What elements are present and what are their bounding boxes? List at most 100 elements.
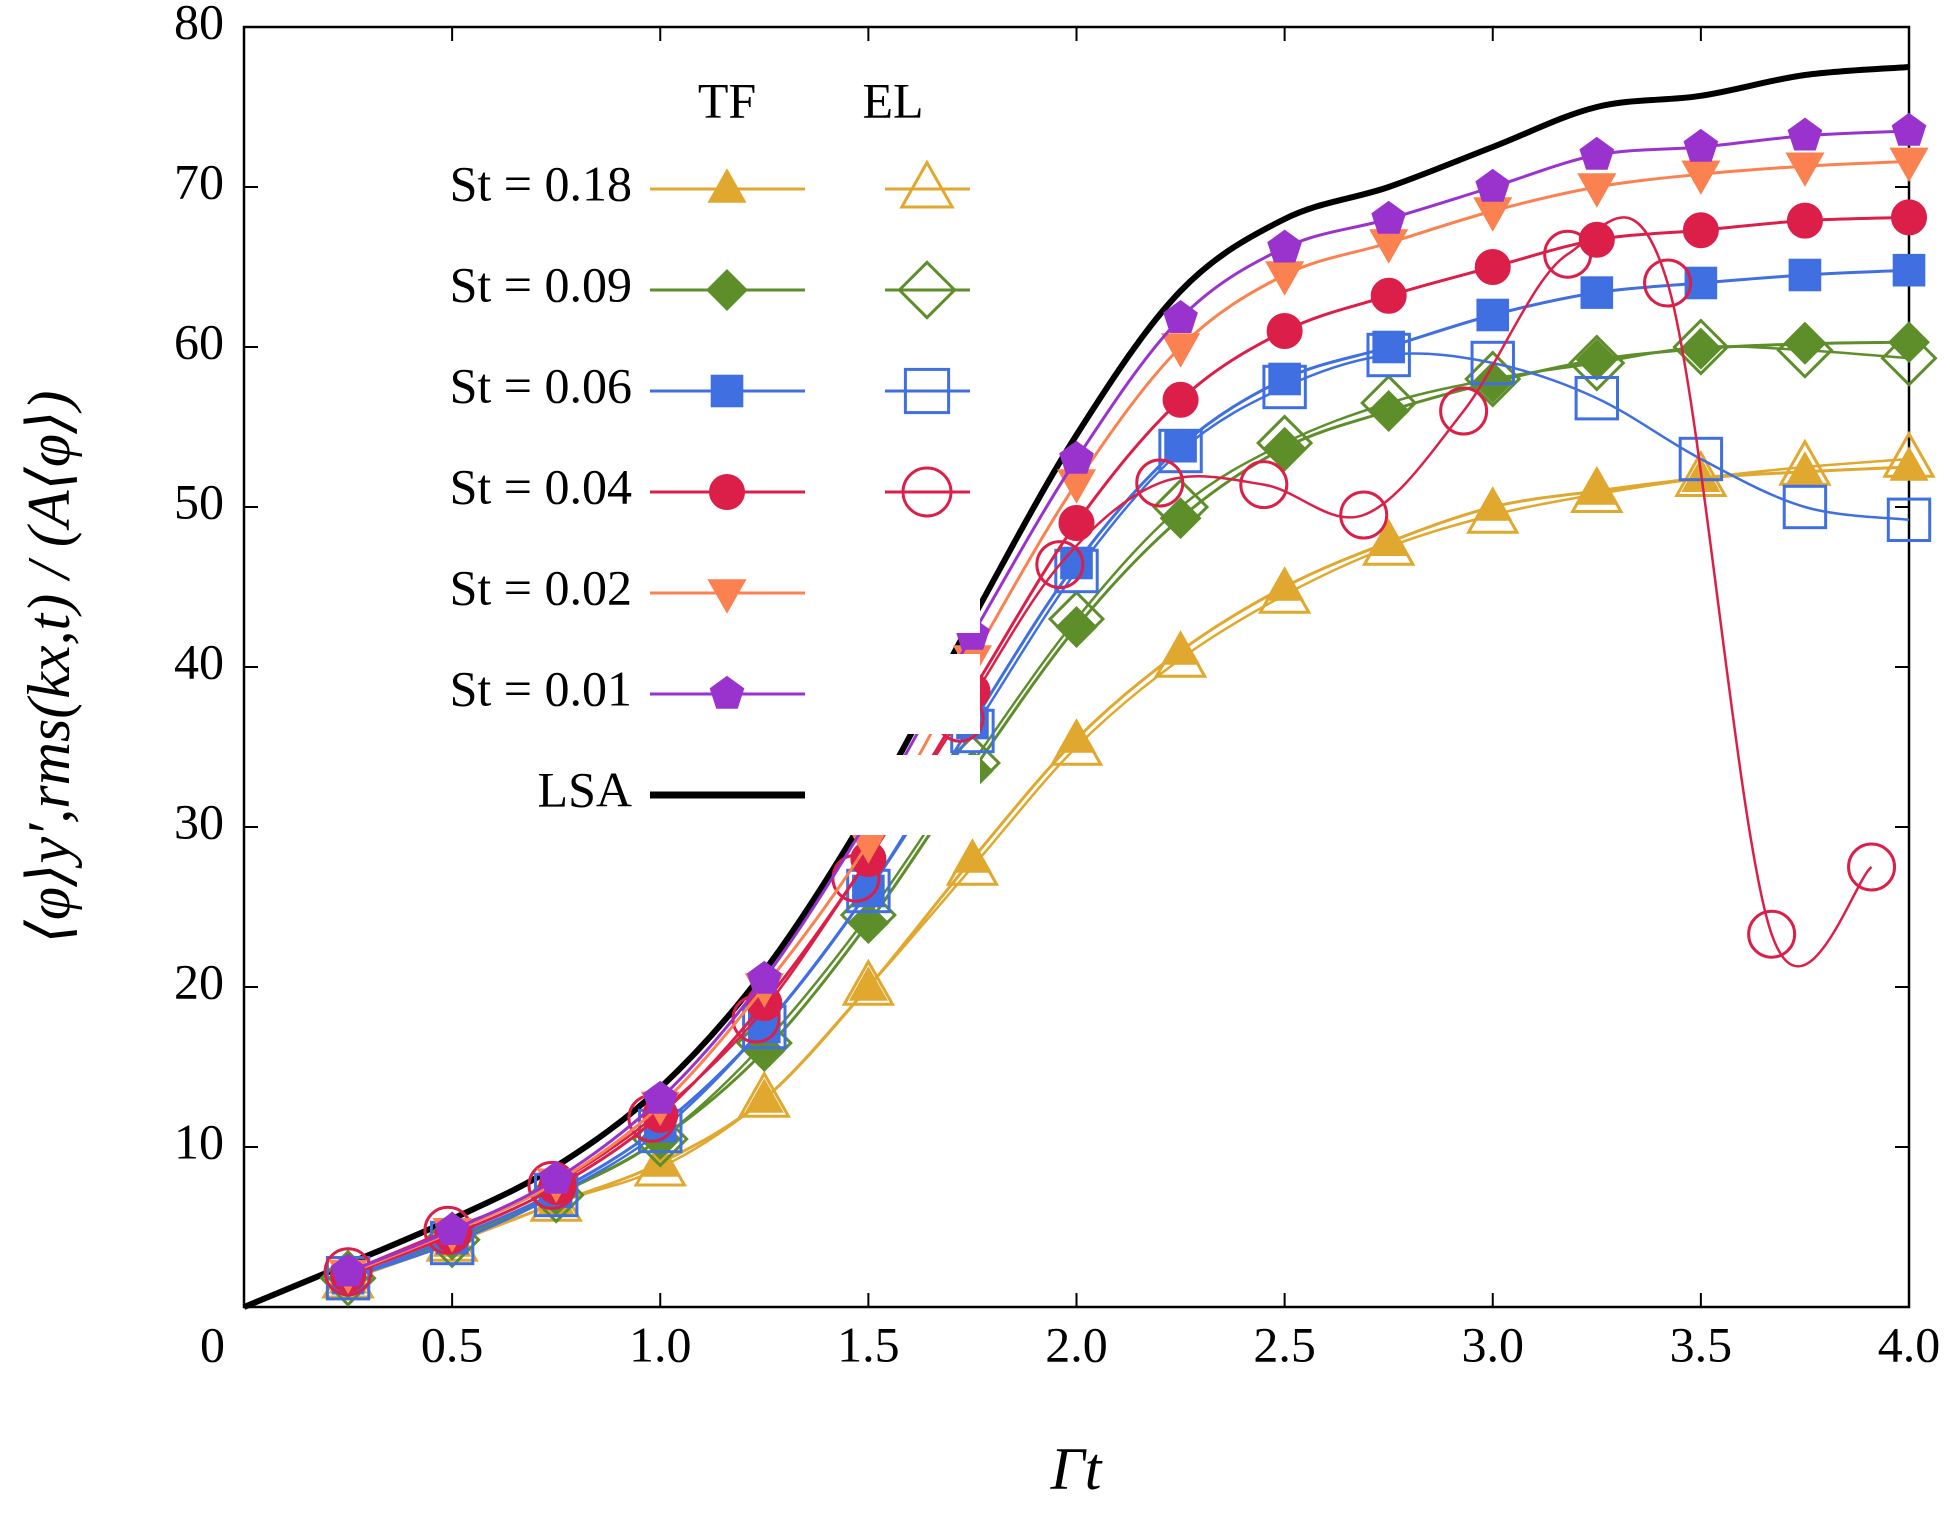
marker <box>1747 909 1797 959</box>
x-tick-label: 4.0 <box>1878 1316 1941 1372</box>
marker <box>1059 440 1094 474</box>
y-tick-label: 40 <box>174 633 224 689</box>
y-axis-label: ⟨φ⟩y′,rms(kx,t) / (A⟨φ⟩) <box>16 391 82 944</box>
marker <box>1163 299 1198 333</box>
legend-label: LSA <box>538 761 632 817</box>
y-tick-label: 70 <box>174 153 224 209</box>
marker <box>1239 460 1289 510</box>
marker <box>709 675 745 709</box>
marker <box>1788 258 1822 292</box>
marker <box>640 1142 680 1177</box>
x-tick-label: 0.5 <box>421 1316 484 1372</box>
marker <box>746 960 782 994</box>
marker <box>848 966 888 1001</box>
y-tick-label: 50 <box>174 473 224 529</box>
marker <box>423 1205 473 1255</box>
marker <box>1164 429 1197 463</box>
marker <box>1058 505 1095 541</box>
x-tick-label: 2.5 <box>1253 1316 1316 1372</box>
marker <box>1159 497 1202 540</box>
origin-label: 0 <box>200 1316 225 1372</box>
legend-label: St = 0.18 <box>450 155 632 211</box>
marker <box>330 1253 366 1287</box>
marker <box>1470 340 1515 386</box>
marker <box>1570 465 1624 513</box>
marker <box>901 466 953 518</box>
marker <box>1785 451 1825 486</box>
marker <box>1683 128 1719 162</box>
legend-header: TF <box>698 72 756 128</box>
y-tick-label: 20 <box>174 953 224 1009</box>
marker <box>899 159 955 209</box>
marker <box>1782 484 1828 530</box>
marker <box>1847 842 1897 892</box>
legend-label: St = 0.09 <box>450 256 632 312</box>
marker <box>1579 136 1615 170</box>
legend-label: St = 0.01 <box>450 660 632 716</box>
marker <box>1785 152 1825 187</box>
marker <box>538 1160 574 1194</box>
marker <box>1679 327 1722 370</box>
y-tick-label: 10 <box>174 1113 224 1169</box>
marker <box>1035 540 1085 590</box>
x-tick-label: 1.0 <box>629 1316 692 1372</box>
marker <box>1889 147 1929 183</box>
marker <box>1681 160 1721 195</box>
marker <box>1577 173 1617 208</box>
marker <box>434 1211 470 1245</box>
marker <box>847 902 890 944</box>
x-tick-label: 2.0 <box>1045 1316 1108 1372</box>
y-tick-label: 60 <box>174 313 224 369</box>
marker <box>1574 376 1620 421</box>
marker <box>1162 381 1199 418</box>
marker <box>1889 446 1929 481</box>
marker <box>1476 298 1510 332</box>
y-tick-label: 30 <box>174 793 224 849</box>
marker <box>1888 321 1930 364</box>
marker <box>1056 469 1097 504</box>
marker <box>1265 261 1305 296</box>
marker <box>1372 330 1405 364</box>
marker <box>1783 322 1826 365</box>
legend-label: St = 0.04 <box>450 458 632 514</box>
marker <box>1568 334 1626 392</box>
marker <box>1643 258 1693 308</box>
marker <box>1055 606 1098 648</box>
y-tick-label: 80 <box>174 0 224 49</box>
marker <box>1439 386 1489 436</box>
marker <box>1135 458 1185 508</box>
marker <box>1674 449 1728 497</box>
marker <box>1060 546 1093 580</box>
marker <box>1464 350 1522 408</box>
marker <box>1256 414 1314 472</box>
x-tick-label: 1.5 <box>837 1316 900 1372</box>
marker <box>1473 486 1513 521</box>
marker <box>1369 521 1409 556</box>
legend-label: St = 0.02 <box>450 559 632 615</box>
marker <box>706 269 748 311</box>
marker <box>707 168 747 203</box>
marker <box>1267 229 1302 263</box>
marker <box>707 579 747 614</box>
marker <box>323 1247 373 1297</box>
marker <box>1880 329 1938 387</box>
marker <box>1160 630 1201 665</box>
marker <box>1886 497 1932 543</box>
marker <box>952 838 993 873</box>
legend-label: St = 0.06 <box>450 357 632 413</box>
marker <box>1266 313 1303 349</box>
marker <box>1682 212 1719 249</box>
marker <box>1891 112 1927 146</box>
marker <box>1265 566 1305 601</box>
legend-header: EL <box>862 72 923 128</box>
series-line-el <box>347 457 1910 1281</box>
x-axis-label: Γt <box>1050 1436 1103 1502</box>
marker <box>903 367 951 415</box>
marker <box>1891 199 1927 236</box>
marker <box>1787 117 1823 151</box>
marker <box>1578 221 1615 258</box>
marker <box>1475 168 1511 202</box>
marker <box>897 260 957 320</box>
marker <box>1474 249 1511 285</box>
